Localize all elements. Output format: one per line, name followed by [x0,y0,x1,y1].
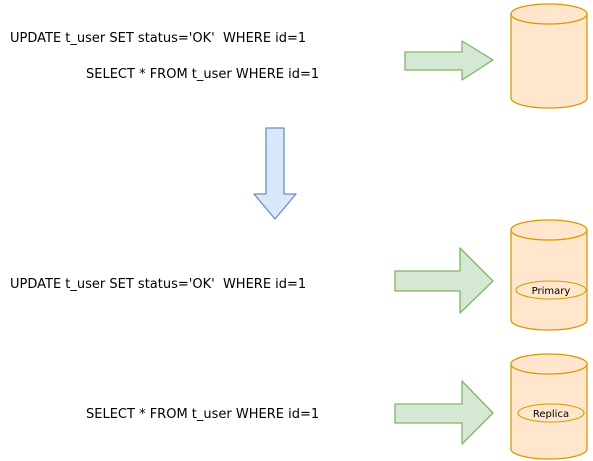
top-select-statement: SELECT * FROM t_user WHERE id=1 [86,67,319,82]
down-arrow [253,127,297,220]
top-right-arrow [404,40,494,81]
replica-right-arrow [394,380,494,445]
replica-label: Replica [533,409,569,420]
bottom-select-statement: SELECT * FROM t_user WHERE id=1 [86,407,319,422]
database-primary: Primary [510,219,588,331]
primary-label-badge [515,280,587,300]
database-single [510,3,588,109]
top-update-statement: UPDATE t_user SET status='OK' WHERE id=1 [10,31,306,46]
primary-right-arrow [394,247,494,314]
primary-label: Primary [532,286,571,297]
database-replica: Replica [510,353,588,460]
replica-label-badge [517,403,585,423]
bottom-update-statement: UPDATE t_user SET status='OK' WHERE id=1 [10,277,306,292]
